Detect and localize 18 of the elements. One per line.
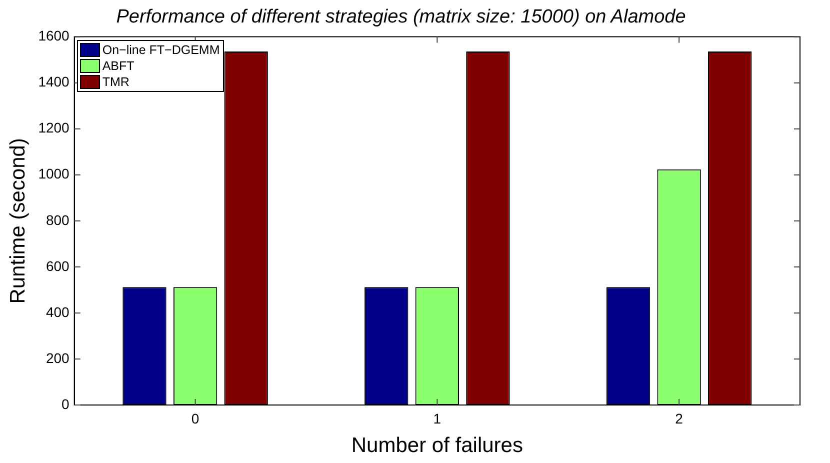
- y-axis-title: Runtime (second): [6, 138, 30, 304]
- legend-label: TMR: [102, 74, 130, 90]
- y-tick-label: 1400: [38, 74, 70, 90]
- y-tick-label: 200: [46, 350, 70, 366]
- y-tick-label: 800: [46, 212, 70, 228]
- chart-title: Performance of different strategies (matrix size: 15000) on Alamode: [116, 6, 686, 28]
- y-tick-label: 600: [46, 258, 70, 274]
- y-tick-label: 1600: [38, 28, 70, 44]
- x-tick-label: 1: [433, 410, 442, 426]
- y-tick-label: 400: [46, 304, 70, 320]
- legend-label: On−line FT−DGEMM: [102, 42, 220, 58]
- y-tick-label: 0: [62, 396, 70, 412]
- y-tick-label: 1000: [38, 166, 70, 182]
- y-tick-label: 1200: [38, 120, 70, 136]
- x-tick-label: 2: [675, 410, 684, 426]
- x-tick-label: 0: [191, 410, 200, 426]
- x-axis-title: Number of failures: [351, 434, 523, 458]
- legend-label: ABFT: [102, 58, 134, 74]
